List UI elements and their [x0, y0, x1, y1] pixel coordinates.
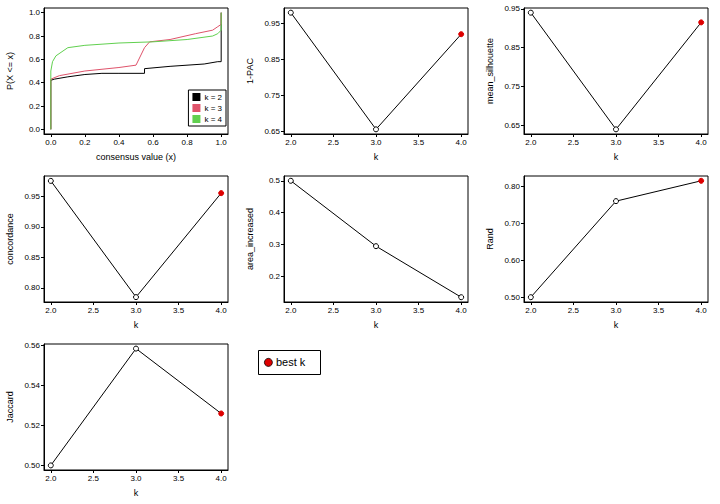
- svg-text:3.0: 3.0: [130, 306, 142, 315]
- svg-text:2.5: 2.5: [568, 138, 580, 147]
- svg-text:0.80: 0.80: [504, 182, 520, 191]
- svg-text:0.85: 0.85: [504, 43, 520, 52]
- svg-text:0.90: 0.90: [24, 222, 40, 231]
- svg-text:3.0: 3.0: [370, 306, 382, 315]
- svg-text:1-PAC: 1-PAC: [245, 58, 255, 84]
- svg-text:2.5: 2.5: [88, 306, 100, 315]
- svg-text:0.4: 0.4: [269, 208, 281, 217]
- svg-text:3.0: 3.0: [130, 474, 142, 483]
- svg-text:0.5: 0.5: [269, 176, 281, 185]
- svg-text:0.60: 0.60: [504, 256, 520, 265]
- svg-text:2.0: 2.0: [45, 306, 57, 315]
- svg-text:3.5: 3.5: [653, 306, 665, 315]
- svg-text:2.0: 2.0: [45, 474, 57, 483]
- svg-text:3.0: 3.0: [370, 138, 382, 147]
- svg-text:0.3: 0.3: [269, 240, 281, 249]
- svg-text:3.5: 3.5: [653, 138, 665, 147]
- svg-text:2.5: 2.5: [88, 474, 100, 483]
- svg-text:0.65: 0.65: [264, 127, 280, 136]
- svg-text:Jaccard: Jaccard: [5, 391, 15, 423]
- svg-text:0.95: 0.95: [264, 19, 280, 28]
- svg-text:k = 4: k = 4: [204, 115, 222, 124]
- svg-text:3.0: 3.0: [610, 138, 622, 147]
- svg-text:2.0: 2.0: [525, 306, 537, 315]
- svg-text:0.75: 0.75: [264, 91, 280, 100]
- svg-text:best k: best k: [276, 356, 306, 368]
- svg-text:0.50: 0.50: [24, 461, 40, 470]
- svg-text:0.0: 0.0: [45, 138, 57, 147]
- svg-text:0.2: 0.2: [29, 102, 41, 111]
- svg-text:k = 3: k = 3: [204, 104, 222, 113]
- svg-text:P(X <= x): P(X <= x): [5, 52, 15, 90]
- svg-text:area_increased: area_increased: [245, 208, 255, 270]
- svg-text:0.95: 0.95: [504, 4, 520, 13]
- svg-text:0.8: 0.8: [182, 138, 194, 147]
- svg-text:4.0: 4.0: [696, 138, 708, 147]
- svg-text:0.54: 0.54: [24, 381, 40, 390]
- svg-text:mean_silhouette: mean_silhouette: [485, 38, 495, 104]
- svg-text:k: k: [374, 152, 379, 162]
- svg-text:0.70: 0.70: [504, 219, 520, 228]
- svg-text:3.5: 3.5: [173, 306, 185, 315]
- svg-text:4.0: 4.0: [216, 474, 228, 483]
- svg-text:0.80: 0.80: [24, 283, 40, 292]
- svg-text:4.0: 4.0: [216, 306, 228, 315]
- svg-text:1.0: 1.0: [29, 8, 41, 17]
- svg-text:k: k: [614, 320, 619, 330]
- svg-text:2.0: 2.0: [525, 138, 537, 147]
- svg-text:0.8: 0.8: [29, 32, 41, 41]
- svg-text:0.85: 0.85: [264, 55, 280, 64]
- svg-text:0.2: 0.2: [79, 138, 91, 147]
- svg-text:0.4: 0.4: [113, 138, 125, 147]
- svg-text:k: k: [134, 488, 139, 498]
- svg-text:0.50: 0.50: [504, 293, 520, 302]
- svg-text:1.0: 1.0: [216, 138, 228, 147]
- svg-text:0.75: 0.75: [504, 82, 520, 91]
- svg-text:0.56: 0.56: [24, 341, 40, 350]
- svg-text:k: k: [614, 152, 619, 162]
- svg-text:k: k: [134, 320, 139, 330]
- svg-text:2.0: 2.0: [285, 138, 297, 147]
- svg-text:2.5: 2.5: [328, 138, 340, 147]
- svg-text:0.6: 0.6: [147, 138, 159, 147]
- svg-text:3.5: 3.5: [413, 138, 425, 147]
- svg-text:k: k: [374, 320, 379, 330]
- svg-text:0.2: 0.2: [269, 272, 281, 281]
- svg-text:0.95: 0.95: [24, 192, 40, 201]
- svg-text:0.4: 0.4: [29, 78, 41, 87]
- svg-text:concordance: concordance: [5, 213, 15, 265]
- svg-text:0.0: 0.0: [29, 125, 41, 134]
- svg-text:0.6: 0.6: [29, 55, 41, 64]
- svg-text:2.0: 2.0: [285, 306, 297, 315]
- svg-text:3.0: 3.0: [610, 306, 622, 315]
- svg-text:4.0: 4.0: [696, 306, 708, 315]
- svg-text:consensus value (x): consensus value (x): [96, 152, 176, 162]
- svg-text:3.5: 3.5: [413, 306, 425, 315]
- svg-text:0.85: 0.85: [24, 253, 40, 262]
- svg-text:4.0: 4.0: [456, 138, 468, 147]
- svg-text:0.65: 0.65: [504, 121, 520, 130]
- svg-text:k = 2: k = 2: [204, 93, 222, 102]
- svg-text:2.5: 2.5: [568, 306, 580, 315]
- svg-text:Rand: Rand: [485, 228, 495, 250]
- svg-text:4.0: 4.0: [456, 306, 468, 315]
- svg-text:0.52: 0.52: [24, 421, 40, 430]
- svg-text:2.5: 2.5: [328, 306, 340, 315]
- svg-text:3.5: 3.5: [173, 474, 185, 483]
